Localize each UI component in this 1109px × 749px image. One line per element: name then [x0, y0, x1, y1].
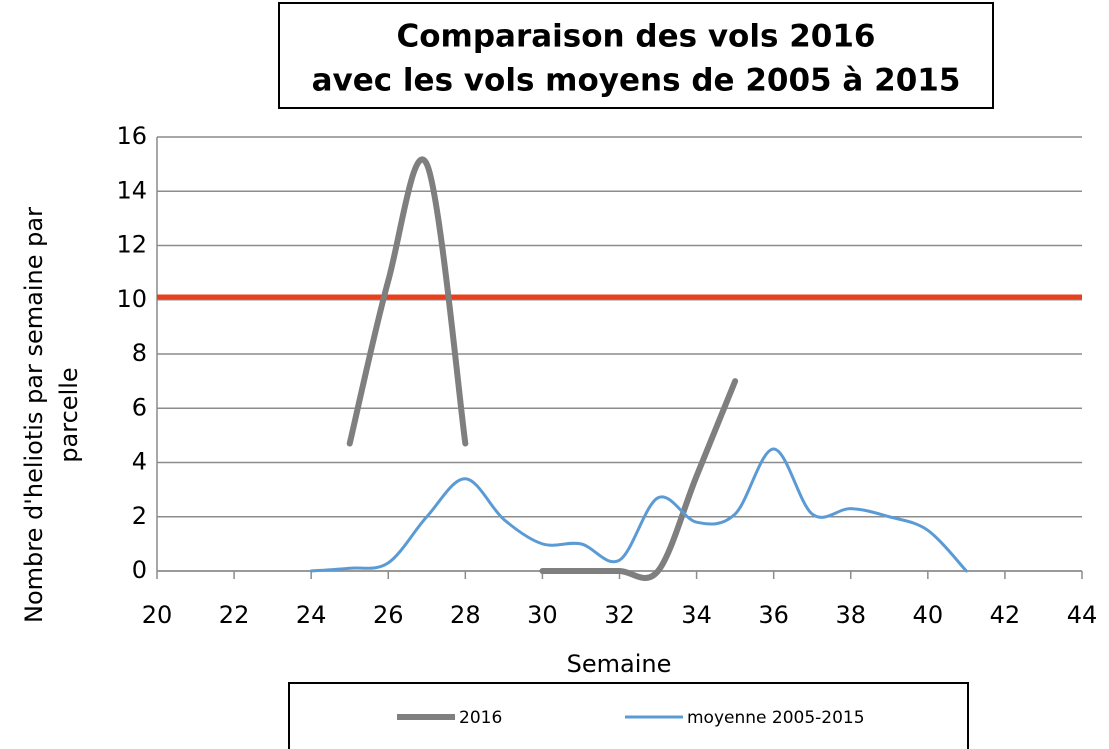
- y-tick-label: 4: [132, 448, 147, 476]
- y-tick-label: 14: [116, 176, 147, 204]
- series-line: [346, 156, 469, 447]
- legend-label: moyenne 2005-2015: [687, 708, 865, 728]
- x-axis-label: Semaine: [567, 650, 672, 678]
- x-tick-label: 28: [450, 601, 481, 629]
- x-tick-label: 30: [527, 601, 558, 629]
- x-tick-label: 44: [1067, 601, 1098, 629]
- chart-title: avec les vols moyens de 2005 à 2015: [312, 63, 961, 99]
- series-line: [539, 378, 739, 581]
- legend-label: 2016: [459, 708, 502, 728]
- x-tick-label: 38: [835, 601, 866, 629]
- x-tick-label: 24: [296, 601, 327, 629]
- y-axis-label: Nombre d'heliotis par semaine par: [20, 207, 48, 623]
- x-tick-label: 40: [913, 601, 944, 629]
- chart-title: Comparaison des vols 2016: [396, 19, 875, 55]
- x-tick-label: 42: [990, 601, 1021, 629]
- x-tick-label: 34: [681, 601, 712, 629]
- y-tick-label: 2: [132, 502, 147, 530]
- x-tick-label: 36: [758, 601, 789, 629]
- title-box: [278, 2, 994, 109]
- y-tick-label: 10: [116, 285, 147, 313]
- x-tick-label: 32: [604, 601, 635, 629]
- y-tick-label: 0: [132, 556, 147, 584]
- y-tick-label: 8: [132, 339, 147, 367]
- x-tick-label: 26: [373, 601, 404, 629]
- y-axis-label: parcelle: [55, 367, 83, 462]
- x-tick-label: 22: [219, 601, 250, 629]
- y-tick-label: 12: [116, 231, 147, 259]
- x-tick-label: 20: [142, 601, 173, 629]
- series-line: [309, 447, 968, 573]
- y-tick-label: 16: [116, 122, 147, 150]
- y-tick-label: 6: [132, 393, 147, 421]
